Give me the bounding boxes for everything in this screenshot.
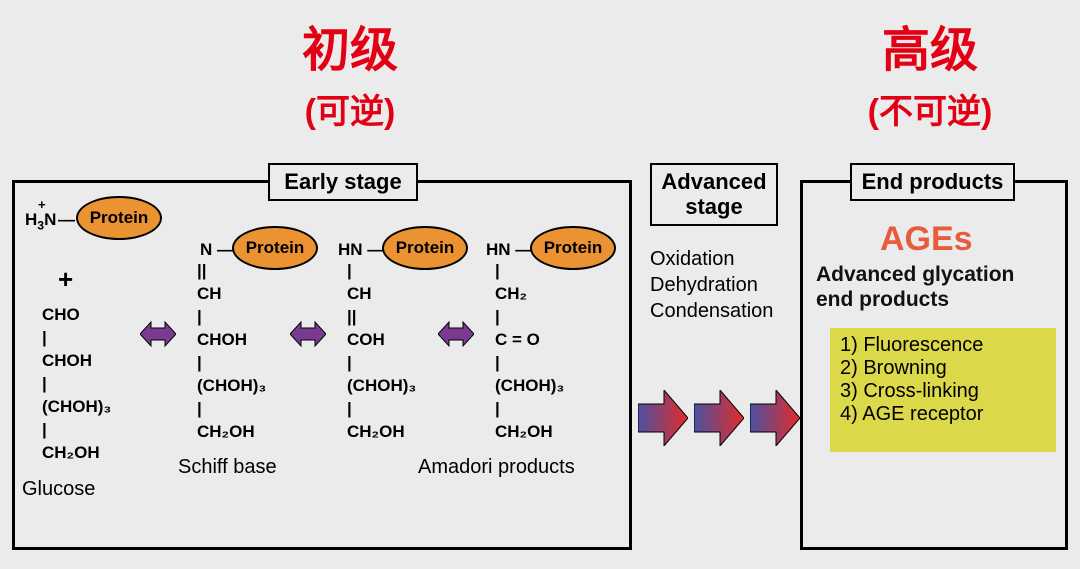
glucose-chain: CHO | CHOH | (CHOH)₃ | CH₂OH [42, 304, 111, 465]
ages-subtitle: Advanced glycation end products [816, 262, 1056, 312]
process-1: Oxidation [650, 248, 735, 271]
purple-arrow-2 [290, 316, 326, 352]
heading-right-main: 高级 [790, 10, 1070, 80]
process-2: Dehydration [650, 274, 758, 297]
end-products-label: End products [850, 163, 1015, 201]
protein-badge-1-label: Protein [90, 208, 149, 228]
purple-arrow-1 [140, 316, 176, 352]
process-3: Condensation [650, 300, 773, 323]
heading-left: 初级 (可逆) [170, 10, 530, 133]
protein-badge-4-label: Protein [544, 238, 603, 258]
amine-plus-superscript: + [38, 196, 46, 214]
amadori-caption: Amadori products [418, 456, 575, 479]
heading-right: 高级 (不可逆) [790, 10, 1070, 133]
early-stage-label: Early stage [268, 163, 418, 201]
ages-item-4: 4) AGE receptor [840, 403, 1046, 426]
inter-top-dash: HN — [338, 239, 384, 262]
red-arrow-3 [750, 390, 800, 446]
purple-arrow-3 [438, 316, 474, 352]
amadori-chain: | CH₂ | C = O | (CHOH)₃ | CH₂OH [495, 260, 564, 444]
ages-item-3: 3) Cross-linking [840, 380, 1046, 403]
ages-title: AGEs [880, 220, 973, 259]
ages-item-2: 2) Browning [840, 357, 1046, 380]
plus-sign: + [58, 262, 73, 297]
amadori-top-dash: HN — [486, 239, 532, 262]
protein-badge-3-label: Protein [396, 238, 455, 258]
heading-right-sub: (不可逆) [790, 84, 1070, 133]
inter-chain: | CH || COH | (CHOH)₃ | CH₂OH [347, 260, 416, 444]
protein-badge-1: Protein [76, 196, 162, 240]
heading-left-sub: (可逆) [170, 84, 530, 133]
protein-badge-2-label: Protein [246, 238, 305, 258]
schiff-top-dash: N — [200, 239, 234, 262]
red-arrow-1 [638, 390, 688, 446]
schiff-caption: Schiff base [178, 456, 277, 479]
ages-item-1: 1) Fluorescence [840, 334, 1046, 357]
heading-left-main: 初级 [170, 10, 530, 80]
glucose-caption: Glucose [22, 478, 95, 501]
red-arrow-2 [694, 390, 744, 446]
amine-dash: — [58, 209, 75, 232]
advanced-stage-label: Advanced stage [650, 163, 778, 226]
ages-list-box: 1) Fluorescence 2) Browning 3) Cross-lin… [830, 328, 1056, 452]
schiff-chain: || CH | CHOH | (CHOH)₃ | CH₂OH [197, 260, 266, 444]
